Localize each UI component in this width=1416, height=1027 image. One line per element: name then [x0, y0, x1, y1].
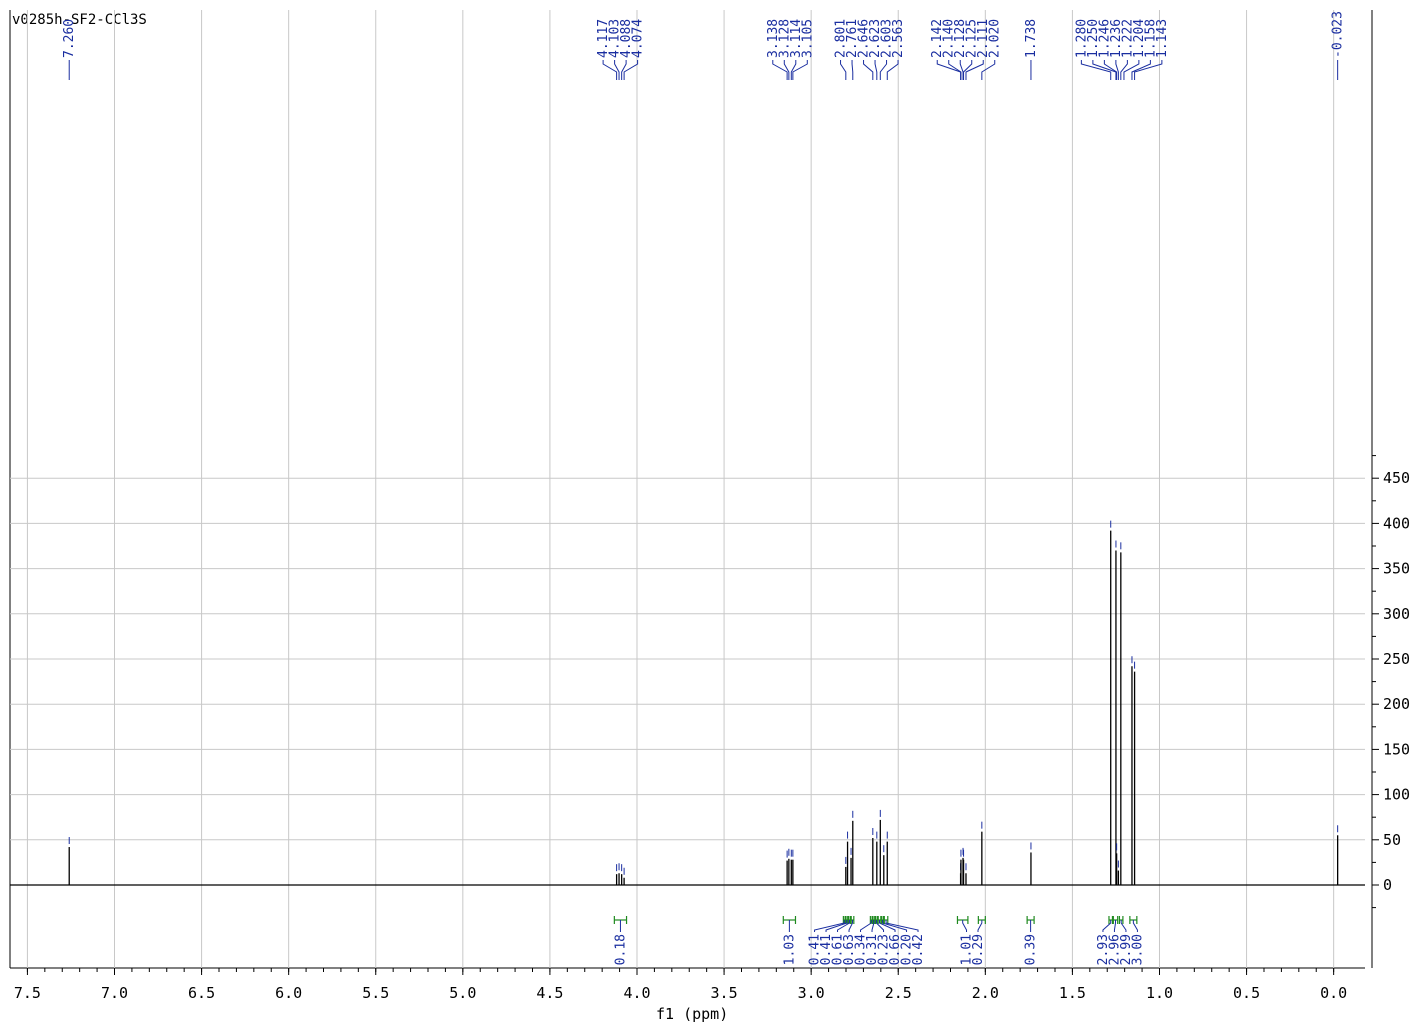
- integral-connector: [815, 920, 845, 932]
- peak-label-connector: [982, 60, 995, 80]
- x-tick-label: 3.0: [798, 984, 825, 1002]
- peak-label-connector: [784, 60, 789, 80]
- x-tick-label: 1.0: [1146, 984, 1173, 1002]
- y-tick-label: 200: [1383, 695, 1410, 713]
- y-tick-label: 100: [1383, 786, 1410, 804]
- peak-label-connector: [864, 60, 873, 80]
- x-tick-label: 6.5: [188, 984, 215, 1002]
- peak-label-connector: [880, 60, 886, 80]
- peak-label-connector: [791, 60, 795, 80]
- integral-label: 0.42: [911, 934, 926, 965]
- peak-label-connector: [875, 60, 877, 80]
- y-tick-label: 150: [1383, 740, 1410, 758]
- peak-label-connector: [841, 60, 846, 80]
- x-tick-label: 1.5: [1059, 984, 1086, 1002]
- y-tick-label: 350: [1383, 560, 1410, 578]
- peak-label-connector: [793, 60, 807, 80]
- x-tick-label: 5.5: [362, 984, 389, 1002]
- peak-label: 2.563: [891, 19, 906, 58]
- integral-connector: [1114, 920, 1115, 932]
- peak-label-connector: [773, 60, 787, 80]
- y-tick-label: 0: [1383, 876, 1392, 894]
- integral-label: 3.00: [1130, 934, 1145, 965]
- x-tick-label: 6.0: [275, 984, 302, 1002]
- y-tick-label: 300: [1383, 605, 1410, 623]
- peak-label: 2.020: [988, 19, 1003, 58]
- peak-label: 1.143: [1155, 19, 1170, 58]
- y-tick-label: 400: [1383, 514, 1410, 532]
- integral-connector: [861, 920, 872, 932]
- peak-label-connector: [887, 60, 898, 80]
- peak-label: 7.260: [62, 19, 77, 58]
- integral-label: 0.29: [971, 934, 986, 965]
- integral-label: 0.18: [613, 934, 628, 965]
- x-tick-label: 3.5: [711, 984, 738, 1002]
- x-tick-label: 7.5: [14, 984, 41, 1002]
- integral-label: 0.39: [1024, 934, 1039, 965]
- y-tick-label: 50: [1383, 831, 1401, 849]
- x-tick-label: 0.5: [1233, 984, 1260, 1002]
- integral-label: 1.03: [782, 934, 797, 965]
- peak-label: 3.105: [800, 19, 815, 58]
- peak-label-connector: [852, 60, 853, 80]
- x-tick-label: 2.0: [972, 984, 999, 1002]
- y-tick-label: 450: [1383, 469, 1410, 487]
- x-axis-label: f1 (ppm): [656, 1005, 728, 1023]
- integral-connector: [886, 920, 918, 932]
- x-tick-label: 2.5: [885, 984, 912, 1002]
- integral-connector: [963, 920, 967, 932]
- peak-label-connector: [1081, 60, 1110, 80]
- x-tick-label: 4.0: [623, 984, 650, 1002]
- x-tick-label: 5.0: [449, 984, 476, 1002]
- peak-label: -0.023: [1331, 11, 1346, 58]
- x-tick-label: 4.5: [536, 984, 563, 1002]
- peak-label: 4.074: [631, 19, 646, 58]
- x-tick-label: 0.0: [1320, 984, 1347, 1002]
- peak-label-connector: [966, 60, 983, 80]
- y-tick-label: 250: [1383, 650, 1410, 668]
- x-tick-label: 7.0: [101, 984, 128, 1002]
- integral-connector: [1121, 920, 1126, 932]
- peak-label: 1.738: [1024, 19, 1039, 58]
